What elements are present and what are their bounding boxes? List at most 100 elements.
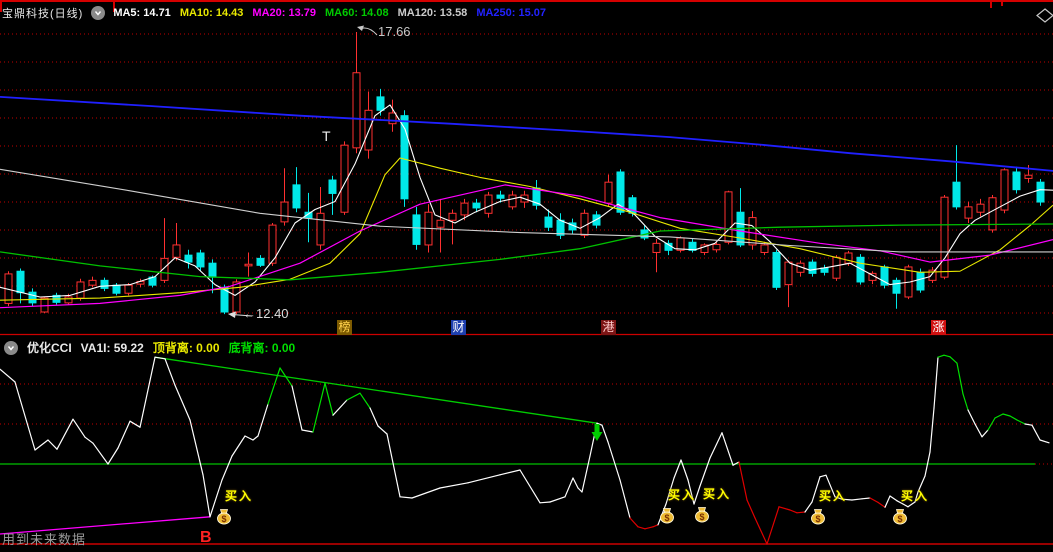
candle-up xyxy=(280,201,289,223)
cci-line xyxy=(619,479,631,519)
ma-line-ma60 xyxy=(0,223,1053,281)
cci-line xyxy=(902,503,909,508)
candle-down xyxy=(556,219,565,236)
candle-up xyxy=(316,212,325,246)
candle-up xyxy=(652,242,661,253)
cci-line xyxy=(889,495,898,502)
cci-line xyxy=(721,432,734,466)
cci-line xyxy=(56,418,74,450)
cci-line xyxy=(687,479,695,505)
cci-line xyxy=(924,451,931,477)
cci-line xyxy=(34,439,49,451)
cci-line xyxy=(399,496,413,499)
buy-signal-label: 买入 xyxy=(703,487,732,501)
candle-down xyxy=(892,279,901,294)
candle-up xyxy=(1000,169,1009,211)
cci-line xyxy=(907,501,916,508)
cci-line xyxy=(549,496,566,503)
ma-legend-item: MA60: 14.08 xyxy=(325,7,389,19)
t-event-marker: T xyxy=(322,128,331,144)
ticker-shortcut[interactable]: 港 xyxy=(601,320,616,335)
ticker-shortcut[interactable]: 涨 xyxy=(931,320,946,335)
money-bag-part: $ xyxy=(664,513,669,523)
cci-line xyxy=(14,381,36,451)
cci-line xyxy=(139,356,156,428)
candle-up xyxy=(760,244,769,253)
cci-line-overbought xyxy=(324,382,334,416)
cci-line xyxy=(301,429,314,433)
cci-line xyxy=(699,457,711,487)
buy-signal-label: 买入 xyxy=(668,488,697,502)
cci-line xyxy=(499,469,521,476)
cci-line xyxy=(825,474,836,498)
buy-signal-label: 买入 xyxy=(901,489,930,503)
cci-line xyxy=(377,425,388,435)
cci-line xyxy=(1024,423,1033,426)
cci-line-overbought xyxy=(962,393,969,411)
candle-down xyxy=(616,171,625,213)
ma-legend-item: MA10: 14.43 xyxy=(179,7,244,19)
ticker-shortcut[interactable]: 榜 xyxy=(337,320,352,335)
cci-line xyxy=(107,447,119,465)
candle-up xyxy=(64,296,73,304)
money-bag-icon: $ xyxy=(660,508,674,524)
cci-line xyxy=(577,487,583,493)
top-border-tick xyxy=(1001,0,1003,6)
cci-line xyxy=(231,435,246,457)
candle-up xyxy=(484,194,493,214)
cci-line xyxy=(861,497,871,500)
money-bag-part: $ xyxy=(897,514,902,524)
ma-legend: MA5: 14.71 MA10: 14.43 MA20: 13.79 MA60: 14… xyxy=(113,7,546,19)
chevron-down-icon[interactable] xyxy=(4,340,18,355)
cci-line xyxy=(981,429,989,438)
cci-line xyxy=(221,455,233,481)
cci-line xyxy=(665,477,675,505)
cci-line-overbought xyxy=(1002,413,1011,417)
cci-line xyxy=(439,482,469,489)
cci-bottom-divergence: 底背离: 0.00 xyxy=(228,341,296,355)
money-bag-icon: $ xyxy=(217,509,231,525)
cci-line-oversold xyxy=(652,524,659,528)
cci-line xyxy=(896,500,904,505)
candle-up xyxy=(76,281,85,299)
candle-up xyxy=(232,281,241,313)
cci-line xyxy=(84,436,94,444)
cci-value: VA1I: 59.22 xyxy=(80,340,144,355)
cci-line-overbought xyxy=(359,392,371,409)
candle-up xyxy=(352,72,361,149)
cci-line xyxy=(673,459,682,479)
cci-line xyxy=(564,477,574,498)
candle-up xyxy=(724,191,733,243)
cci-line xyxy=(811,476,821,503)
chevron-down-icon[interactable] xyxy=(91,6,106,20)
candle-down xyxy=(256,257,265,266)
money-bag-part: $ xyxy=(699,512,704,522)
candle-down xyxy=(856,256,865,283)
main-chart-header: 宝鼎科技(日线) MA5: 14.71 MA10: 14.43 MA20: 13.7… xyxy=(2,5,546,21)
cci-indicator-name: 优化CCI xyxy=(27,341,72,355)
price-low-annotation: ←12.40 xyxy=(243,306,289,321)
ma-legend-item: MA120: 13.58 xyxy=(397,7,468,19)
cci-line-overbought xyxy=(267,367,281,405)
cci-line-oversold xyxy=(754,517,768,545)
cci-line xyxy=(929,407,935,453)
candle-down xyxy=(376,96,385,111)
top-border-tick xyxy=(990,0,992,8)
cci-line xyxy=(967,409,976,425)
ma-line-ma120 xyxy=(0,168,1053,253)
candle-down xyxy=(328,179,337,194)
ma-line-ma5 xyxy=(0,104,1053,298)
ticker-shortcut[interactable]: 财 xyxy=(451,320,466,335)
candle-up xyxy=(604,181,613,204)
candle-down xyxy=(1012,171,1021,191)
cci-line-overbought xyxy=(1016,419,1026,425)
cci-line xyxy=(974,423,983,438)
candle-up xyxy=(40,297,49,313)
cci-line xyxy=(72,418,86,438)
candle-down xyxy=(112,284,121,294)
top-border-tick xyxy=(0,0,2,12)
candle-up xyxy=(436,219,445,228)
ma-legend-item: MA250: 15.07 xyxy=(476,7,547,19)
cci-line xyxy=(291,385,303,431)
